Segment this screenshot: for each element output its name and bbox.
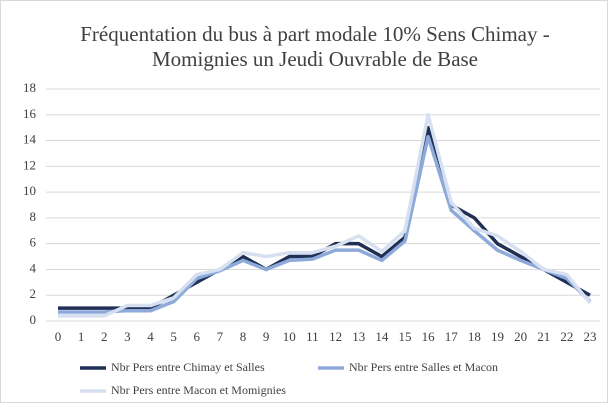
x-tick-label: 20	[514, 329, 527, 344]
y-tick-label: 16	[23, 106, 37, 121]
y-tick-label: 0	[30, 312, 37, 327]
line-series	[58, 113, 592, 318]
x-tick-label: 18	[468, 329, 481, 344]
x-tick-label: 16	[422, 329, 436, 344]
y-tick-label: 14	[23, 132, 37, 147]
x-tick-label: 1	[78, 329, 85, 344]
x-tick-label: 6	[194, 329, 201, 344]
x-tick-label: 10	[283, 329, 296, 344]
line-series	[58, 134, 592, 314]
chart-title: Fréquentation du bus à part modale 10% S…	[80, 22, 550, 46]
x-tick-label: 14	[375, 329, 389, 344]
x-tick-label: 23	[584, 329, 597, 344]
x-tick-label: 22	[560, 329, 573, 344]
x-tick-label: 11	[306, 329, 319, 344]
x-tick-label: 13	[352, 329, 365, 344]
y-tick-label: 10	[23, 183, 36, 198]
x-tick-label: 15	[398, 329, 411, 344]
legend-text: Nbr Pers entre Macon et Momignies	[111, 383, 286, 397]
x-tick-label: 17	[445, 329, 459, 344]
legend-text: Nbr Pers entre Chimay et Salles	[111, 360, 265, 374]
x-tick-label: 2	[101, 329, 108, 344]
y-tick-label: 4	[30, 260, 37, 275]
legend-text: Nbr Pers entre Salles et Macon	[349, 360, 498, 374]
x-tick-label: 8	[240, 329, 247, 344]
y-tick-label: 6	[30, 235, 37, 250]
y-tick-label: 18	[23, 80, 36, 95]
x-tick-label: 4	[147, 329, 154, 344]
y-tick-label: 2	[30, 286, 37, 301]
x-tick-label: 21	[537, 329, 550, 344]
x-tick-label: 7	[217, 329, 224, 344]
x-tick-label: 5	[170, 329, 177, 344]
x-tick-label: 3	[124, 329, 131, 344]
x-tick-label: 12	[329, 329, 342, 344]
x-tick-label: 9	[263, 329, 270, 344]
x-tick-label: 0	[55, 329, 62, 344]
y-tick-label: 8	[30, 209, 37, 224]
chart-title: Momignies un Jeudi Ouvrable de Base	[152, 47, 478, 71]
x-tick-label: 19	[491, 329, 504, 344]
y-tick-label: 12	[23, 157, 36, 172]
